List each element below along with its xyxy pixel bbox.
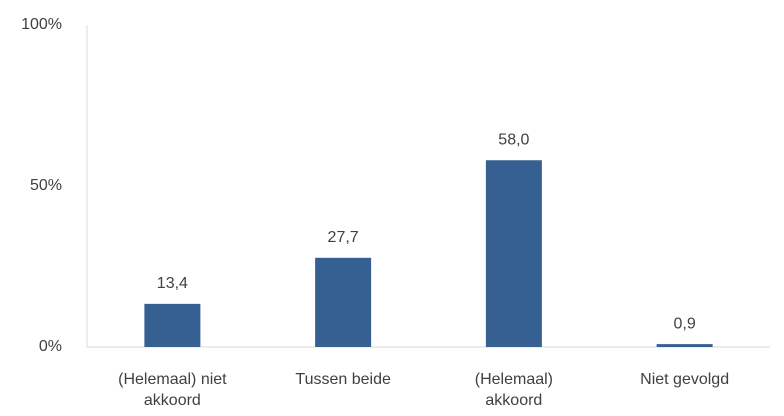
y-tick-label: 50% (30, 177, 62, 194)
bar (144, 303, 201, 347)
value-label: 27,7 (328, 229, 359, 246)
bar (656, 344, 713, 347)
y-tick-label: 0% (39, 338, 62, 355)
bar (315, 257, 372, 347)
x-tick-label: Niet gevolgd (640, 371, 730, 388)
value-label: 0,9 (674, 315, 696, 332)
value-label: 13,4 (157, 275, 188, 292)
x-tick-label: Tussen beide (295, 371, 391, 388)
y-tick-label: 100% (21, 16, 62, 33)
bar (485, 160, 542, 347)
x-tick-label: (Helemaal) akkoord (474, 371, 553, 409)
x-tick-label: (Helemaal) niet akkoord (118, 371, 227, 409)
value-label: 58,0 (498, 131, 529, 148)
